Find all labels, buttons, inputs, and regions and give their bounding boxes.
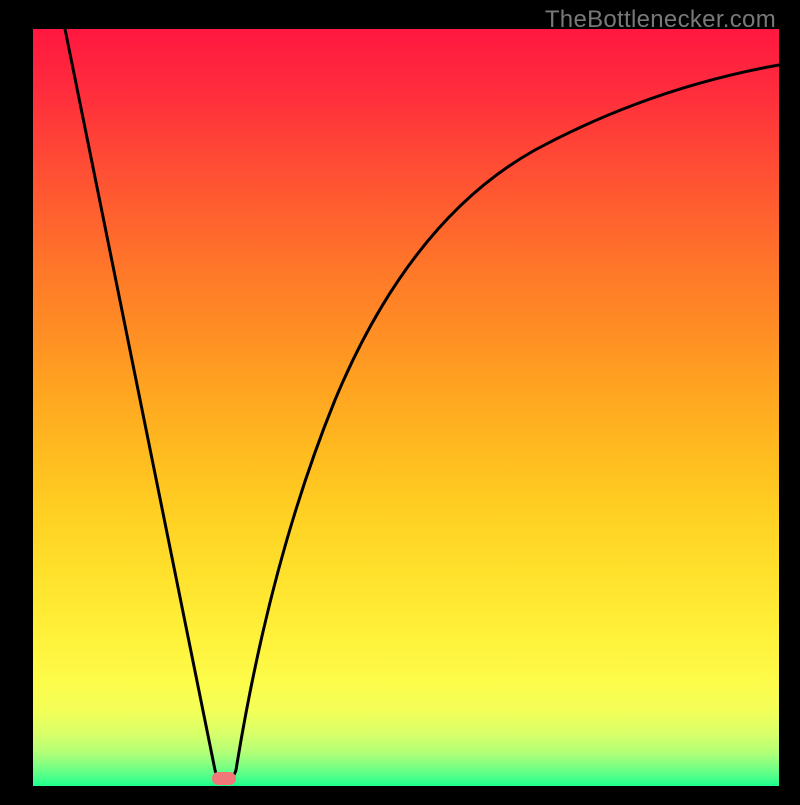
- optimum-marker: [212, 772, 236, 785]
- watermark-label: TheBottlenecker.com: [545, 6, 776, 34]
- plot-background: [33, 29, 779, 786]
- bottleneck-curve-chart: [0, 0, 800, 800]
- chart-container: TheBottlenecker.com: [0, 0, 800, 800]
